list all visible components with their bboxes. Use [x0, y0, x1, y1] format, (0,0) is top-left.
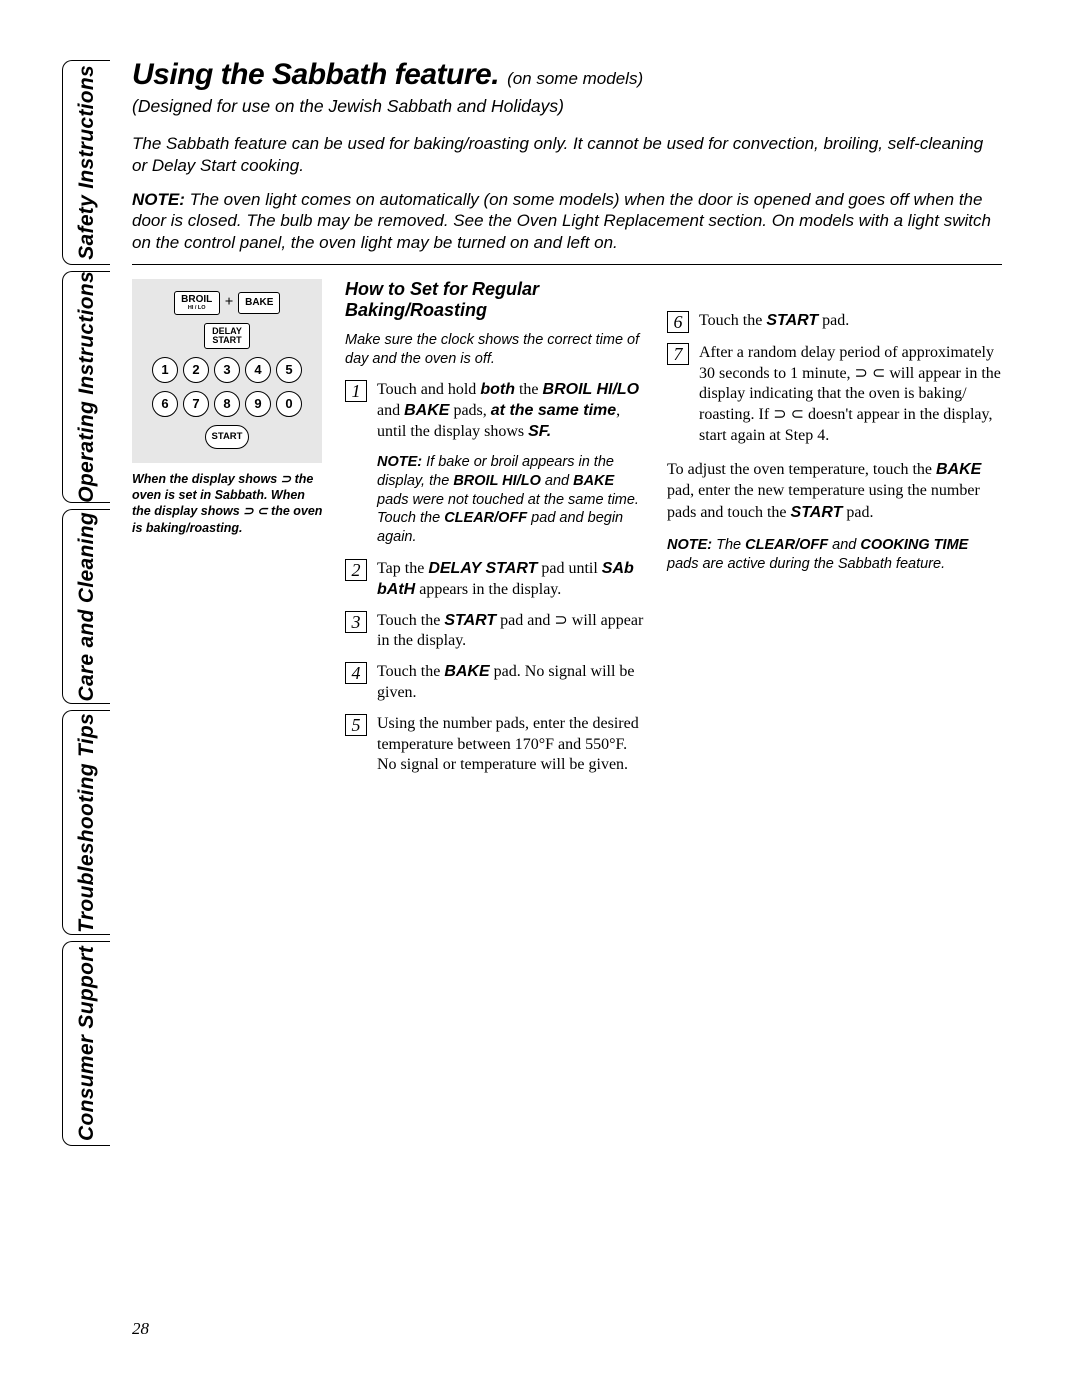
numpad-row2: 6 7 8 9 0: [152, 391, 302, 417]
section-body: BROIL HI / LO + BAKE DELAY START 1 2 3 4…: [132, 279, 1002, 786]
bake-button-panel: BAKE: [238, 292, 280, 314]
step-num-icon: 7: [667, 343, 689, 365]
page-content: Using the Sabbath feature. (on some mode…: [132, 58, 1002, 786]
step-num-icon: 6: [667, 311, 689, 333]
delay-l2: START: [212, 336, 241, 345]
step-text: Touch the START pad and ⊃ will appear in…: [377, 611, 645, 653]
preamble: Make sure the clock shows the correct ti…: [345, 331, 645, 369]
step-6: 6 Touch the START pad.: [667, 311, 1002, 333]
note-body: The CLEAR/OFF and COOKING TIME pads are …: [667, 537, 968, 573]
side-tabs: Safety Instructions Operating Instructio…: [62, 60, 110, 1300]
page-title-row: Using the Sabbath feature. (on some mode…: [132, 58, 1002, 92]
step-1-note: NOTE: If bake or broil appears in the di…: [377, 453, 645, 547]
step-text: After a random delay period of approxima…: [699, 343, 1002, 447]
bake-label: BAKE: [245, 298, 273, 308]
page-title: Using the Sabbath feature.: [132, 58, 499, 91]
right-steps: 6 Touch the START pad. 7 After a random …: [667, 279, 1002, 786]
step-1: 1 Touch and hold both the BROIL HI/LO an…: [345, 380, 645, 442]
step-4: 4 Touch the BAKE pad. No signal will be …: [345, 662, 645, 704]
panel-top-row: BROIL HI / LO + BAKE: [174, 291, 281, 315]
num-0: 0: [276, 391, 302, 417]
plus-icon: +: [225, 294, 234, 311]
step-num-icon: 4: [345, 662, 367, 684]
step-num-icon: 1: [345, 380, 367, 402]
step-5: 5 Using the number pads, enter the desir…: [345, 714, 645, 776]
tab-safety-instructions: Safety Instructions: [62, 60, 110, 265]
note-lead: NOTE:: [132, 190, 185, 209]
section-title: How to Set for Regular Baking/Roasting: [345, 279, 645, 321]
spacer: [667, 279, 1002, 311]
num-3: 3: [214, 357, 240, 383]
step-text: Touch and hold both the BROIL HI/LO and …: [377, 380, 645, 442]
step-num-icon: 2: [345, 559, 367, 581]
step-text: Touch the START pad.: [699, 311, 849, 332]
num-6: 6: [152, 391, 178, 417]
adjust-temperature-paragraph: To adjust the oven temperature, touch th…: [667, 459, 1002, 524]
delay-start-button-icon: DELAY START: [204, 323, 250, 349]
num-5: 5: [276, 357, 302, 383]
num-1: 1: [152, 357, 178, 383]
broil-sublabel: HI / LO: [188, 306, 206, 312]
page-number: 28: [132, 1319, 149, 1339]
tab-label: Troubleshooting Tips: [75, 713, 99, 933]
step-text: Tap the DELAY START pad until SAb bAtH a…: [377, 559, 645, 601]
tab-label: Care and Cleaning: [75, 512, 99, 701]
left-steps: How to Set for Regular Baking/Roasting M…: [345, 279, 645, 786]
num-8: 8: [214, 391, 240, 417]
tab-label: Operating Instructions: [75, 271, 99, 503]
step-num-icon: 3: [345, 611, 367, 633]
panel-column: BROIL HI / LO + BAKE DELAY START 1 2 3 4…: [132, 279, 327, 786]
note-lead: NOTE:: [377, 454, 422, 470]
num-9: 9: [245, 391, 271, 417]
numpad-row1: 1 2 3 4 5: [152, 357, 302, 383]
tab-troubleshooting: Troubleshooting Tips: [62, 710, 110, 935]
step-7: 7 After a random delay period of approxi…: [667, 343, 1002, 447]
step-num-icon: 5: [345, 714, 367, 736]
step-text: Touch the BAKE pad. No signal will be gi…: [377, 662, 645, 704]
tab-consumer-support: Consumer Support: [62, 941, 110, 1146]
tab-care-cleaning: Care and Cleaning: [62, 509, 110, 704]
steps-columns: How to Set for Regular Baking/Roasting M…: [345, 279, 1002, 786]
num-4: 4: [245, 357, 271, 383]
step-text: Using the number pads, enter the desired…: [377, 714, 645, 776]
intro-note: NOTE: The oven light comes on automatica…: [132, 189, 1002, 265]
intro-paragraph: The Sabbath feature can be used for baki…: [132, 133, 1002, 177]
step-3: 3 Touch the START pad and ⊃ will appear …: [345, 611, 645, 653]
note-body: The oven light comes on automatically (o…: [132, 190, 991, 253]
num-7: 7: [183, 391, 209, 417]
panel-caption: When the display shows ⊃ the oven is set…: [132, 471, 327, 536]
start-label: START: [212, 432, 243, 442]
broil-button-icon: BROIL HI / LO: [174, 291, 220, 315]
step-2: 2 Tap the DELAY START pad until SAb bAtH…: [345, 559, 645, 601]
num-2: 2: [183, 357, 209, 383]
page-title-note: (on some models): [507, 69, 643, 88]
tab-label: Consumer Support: [75, 946, 99, 1141]
tab-operating-instructions: Operating Instructions: [62, 271, 110, 503]
note-lead: NOTE:: [667, 537, 712, 553]
final-note: NOTE: The CLEAR/OFF and COOKING TIME pad…: [667, 536, 1002, 575]
control-panel-illustration: BROIL HI / LO + BAKE DELAY START 1 2 3 4…: [132, 279, 322, 463]
subtitle: (Designed for use on the Jewish Sabbath …: [132, 96, 1002, 117]
broil-label: BROIL: [181, 295, 212, 305]
start-button-icon: START: [205, 425, 249, 449]
tab-label: Safety Instructions: [75, 65, 99, 260]
